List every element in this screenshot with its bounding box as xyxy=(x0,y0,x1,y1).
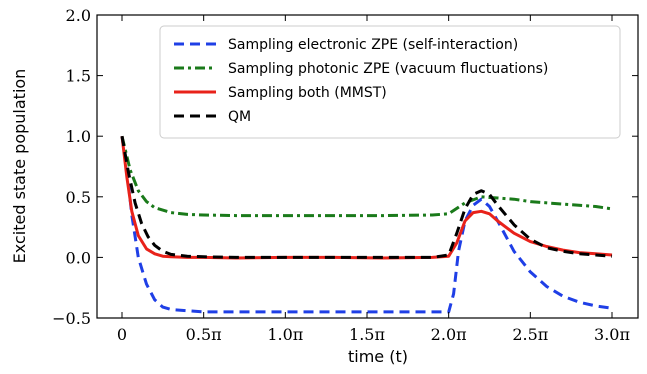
axes: −0.5 0.0 0.5 1.0 1.5 2.0 0 0.5π 1.0π 1.5π 2.0π 2.5π… xyxy=(52,6,639,344)
series-line-1 xyxy=(120,135,613,218)
y-tick-label: 0.5 xyxy=(66,188,91,207)
legend-label-0: Sampling electronic ZPE (self-interactio… xyxy=(228,37,518,53)
legend-label-2: Sampling both (MMST) xyxy=(228,85,387,101)
x-tick-label: 2.0π xyxy=(431,325,467,344)
x-axis-title: time (t) xyxy=(348,347,408,366)
x-tick-label: 2.5π xyxy=(512,325,548,344)
y-tick-label: 1.0 xyxy=(66,127,91,146)
legend-label-1: Sampling photonic ZPE (vacuum fluctuatio… xyxy=(228,61,548,77)
legend: Sampling electronic ZPE (self-interactio… xyxy=(159,25,621,139)
y-tick-label: −0.5 xyxy=(52,309,91,328)
y-tick-label: 1.5 xyxy=(66,67,91,86)
x-tick-label: 0 xyxy=(117,325,127,344)
legend-label-3: QM xyxy=(228,109,251,125)
x-tick-label: 1.5π xyxy=(349,325,385,344)
y-tick-label: 2.0 xyxy=(66,6,91,25)
x-tick-label: 1.0π xyxy=(267,325,303,344)
y-axis-title: Excited state population xyxy=(10,69,29,264)
plot-lines xyxy=(120,135,613,314)
series-line-2 xyxy=(120,136,613,260)
series-line-0 xyxy=(120,135,613,314)
x-tick-label: 3.0π xyxy=(594,325,630,344)
x-tick-label: 0.5π xyxy=(186,325,222,344)
y-tick-label: 0.0 xyxy=(66,248,91,267)
legend-box xyxy=(159,25,621,139)
series-line-3 xyxy=(120,135,613,259)
